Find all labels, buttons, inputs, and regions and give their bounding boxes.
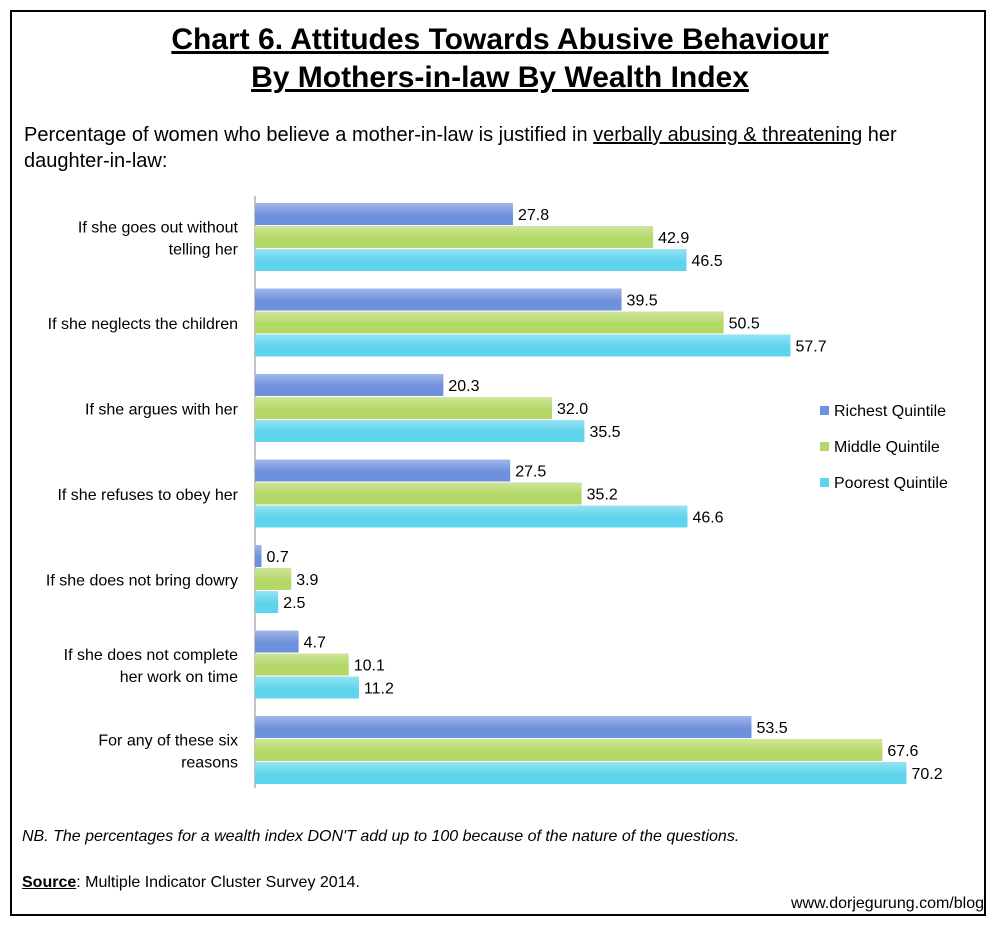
- chart-title-line-2: By Mothers-in-law By Wealth Index: [251, 61, 749, 94]
- legend-label: Middle Quintile: [834, 439, 940, 456]
- bar-3-poorest-quintile: [255, 420, 585, 442]
- data-label: 70.2: [911, 766, 942, 783]
- legend-label: Poorest Quintile: [834, 475, 948, 492]
- subtitle-prefix: Percentage of women who believe a mother…: [24, 124, 594, 146]
- data-label: 3.9: [296, 572, 318, 589]
- bar-6-middle-quintile: [255, 653, 349, 676]
- data-label: 35.5: [589, 424, 620, 441]
- data-label: 35.2: [587, 487, 618, 504]
- bar-4-middle-quintile: [255, 482, 582, 505]
- bar-7-poorest-quintile: [255, 762, 907, 784]
- data-label: 27.8: [518, 207, 549, 224]
- bar-2-poorest-quintile: [255, 334, 791, 357]
- data-label: 27.5: [515, 464, 546, 481]
- bar-5-richest-quintile: [255, 545, 262, 567]
- data-label: 67.6: [887, 743, 918, 760]
- data-label: 39.5: [627, 293, 658, 310]
- category-label: If she argues with her: [85, 402, 239, 419]
- bar-2-richest-quintile: [255, 288, 622, 311]
- data-label: 11.2: [364, 681, 394, 698]
- category-label: If she neglects the children: [48, 316, 238, 333]
- legend-label: Richest Quintile: [834, 403, 946, 420]
- source-text: : Multiple Indicator Cluster Survey 2014…: [76, 874, 360, 891]
- bar-1-richest-quintile: [255, 203, 513, 225]
- bar-3-richest-quintile: [255, 374, 444, 396]
- bar-5-poorest-quintile: [255, 591, 279, 613]
- category-label: If she does not bring dowry: [46, 573, 238, 590]
- bar-6-richest-quintile: [255, 630, 299, 653]
- data-label: 46.5: [692, 253, 723, 270]
- subtitle-suffix: her daughter-in-law:: [24, 124, 897, 172]
- category-label: For any of these six reasons: [98, 733, 238, 772]
- data-label: 2.5: [283, 595, 305, 612]
- legend-swatch: [820, 406, 829, 415]
- data-label: 32.0: [557, 401, 588, 418]
- data-label: 4.7: [304, 635, 326, 652]
- chart-subtitle: Percentage of women who believe a mother…: [24, 122, 974, 174]
- chart-title-line-1: Chart 6. Attitudes Towards Abusive Behav…: [171, 23, 829, 56]
- legend-swatch: [820, 442, 829, 451]
- data-label: 57.7: [795, 339, 826, 356]
- category-label: If she does not complete her work on time: [64, 647, 238, 686]
- bar-4-poorest-quintile: [255, 505, 688, 528]
- bar-5-middle-quintile: [255, 568, 292, 590]
- category-label: If she goes out without telling her: [78, 220, 239, 259]
- bar-6-poorest-quintile: [255, 676, 359, 699]
- source-label: Source: [22, 874, 77, 891]
- subtitle-emphasis: verbally abusing & threatening: [593, 124, 863, 146]
- bar-1-middle-quintile: [255, 226, 654, 248]
- legend-swatch: [820, 478, 829, 487]
- data-label: 53.5: [756, 720, 787, 737]
- data-label: 10.1: [354, 658, 385, 675]
- data-label: 20.3: [448, 378, 479, 395]
- data-label: 42.9: [658, 230, 689, 247]
- bar-7-richest-quintile: [255, 716, 752, 738]
- data-label: 0.7: [266, 549, 288, 566]
- bar-2-middle-quintile: [255, 311, 724, 334]
- bar-4-richest-quintile: [255, 459, 511, 482]
- bar-1-poorest-quintile: [255, 249, 687, 271]
- category-label: If she refuses to obey her: [57, 487, 238, 504]
- website-credit: www.dorjegurung.com/blog: [791, 895, 984, 912]
- chart-frame: [10, 10, 986, 916]
- bar-7-middle-quintile: [255, 739, 883, 761]
- bar-3-middle-quintile: [255, 397, 552, 419]
- source-line: Source: Multiple Indicator Cluster Surve…: [22, 874, 360, 892]
- footnote: NB. The percentages for a wealth index D…: [22, 828, 740, 845]
- data-label: 50.5: [729, 316, 760, 333]
- data-label: 46.6: [692, 510, 723, 527]
